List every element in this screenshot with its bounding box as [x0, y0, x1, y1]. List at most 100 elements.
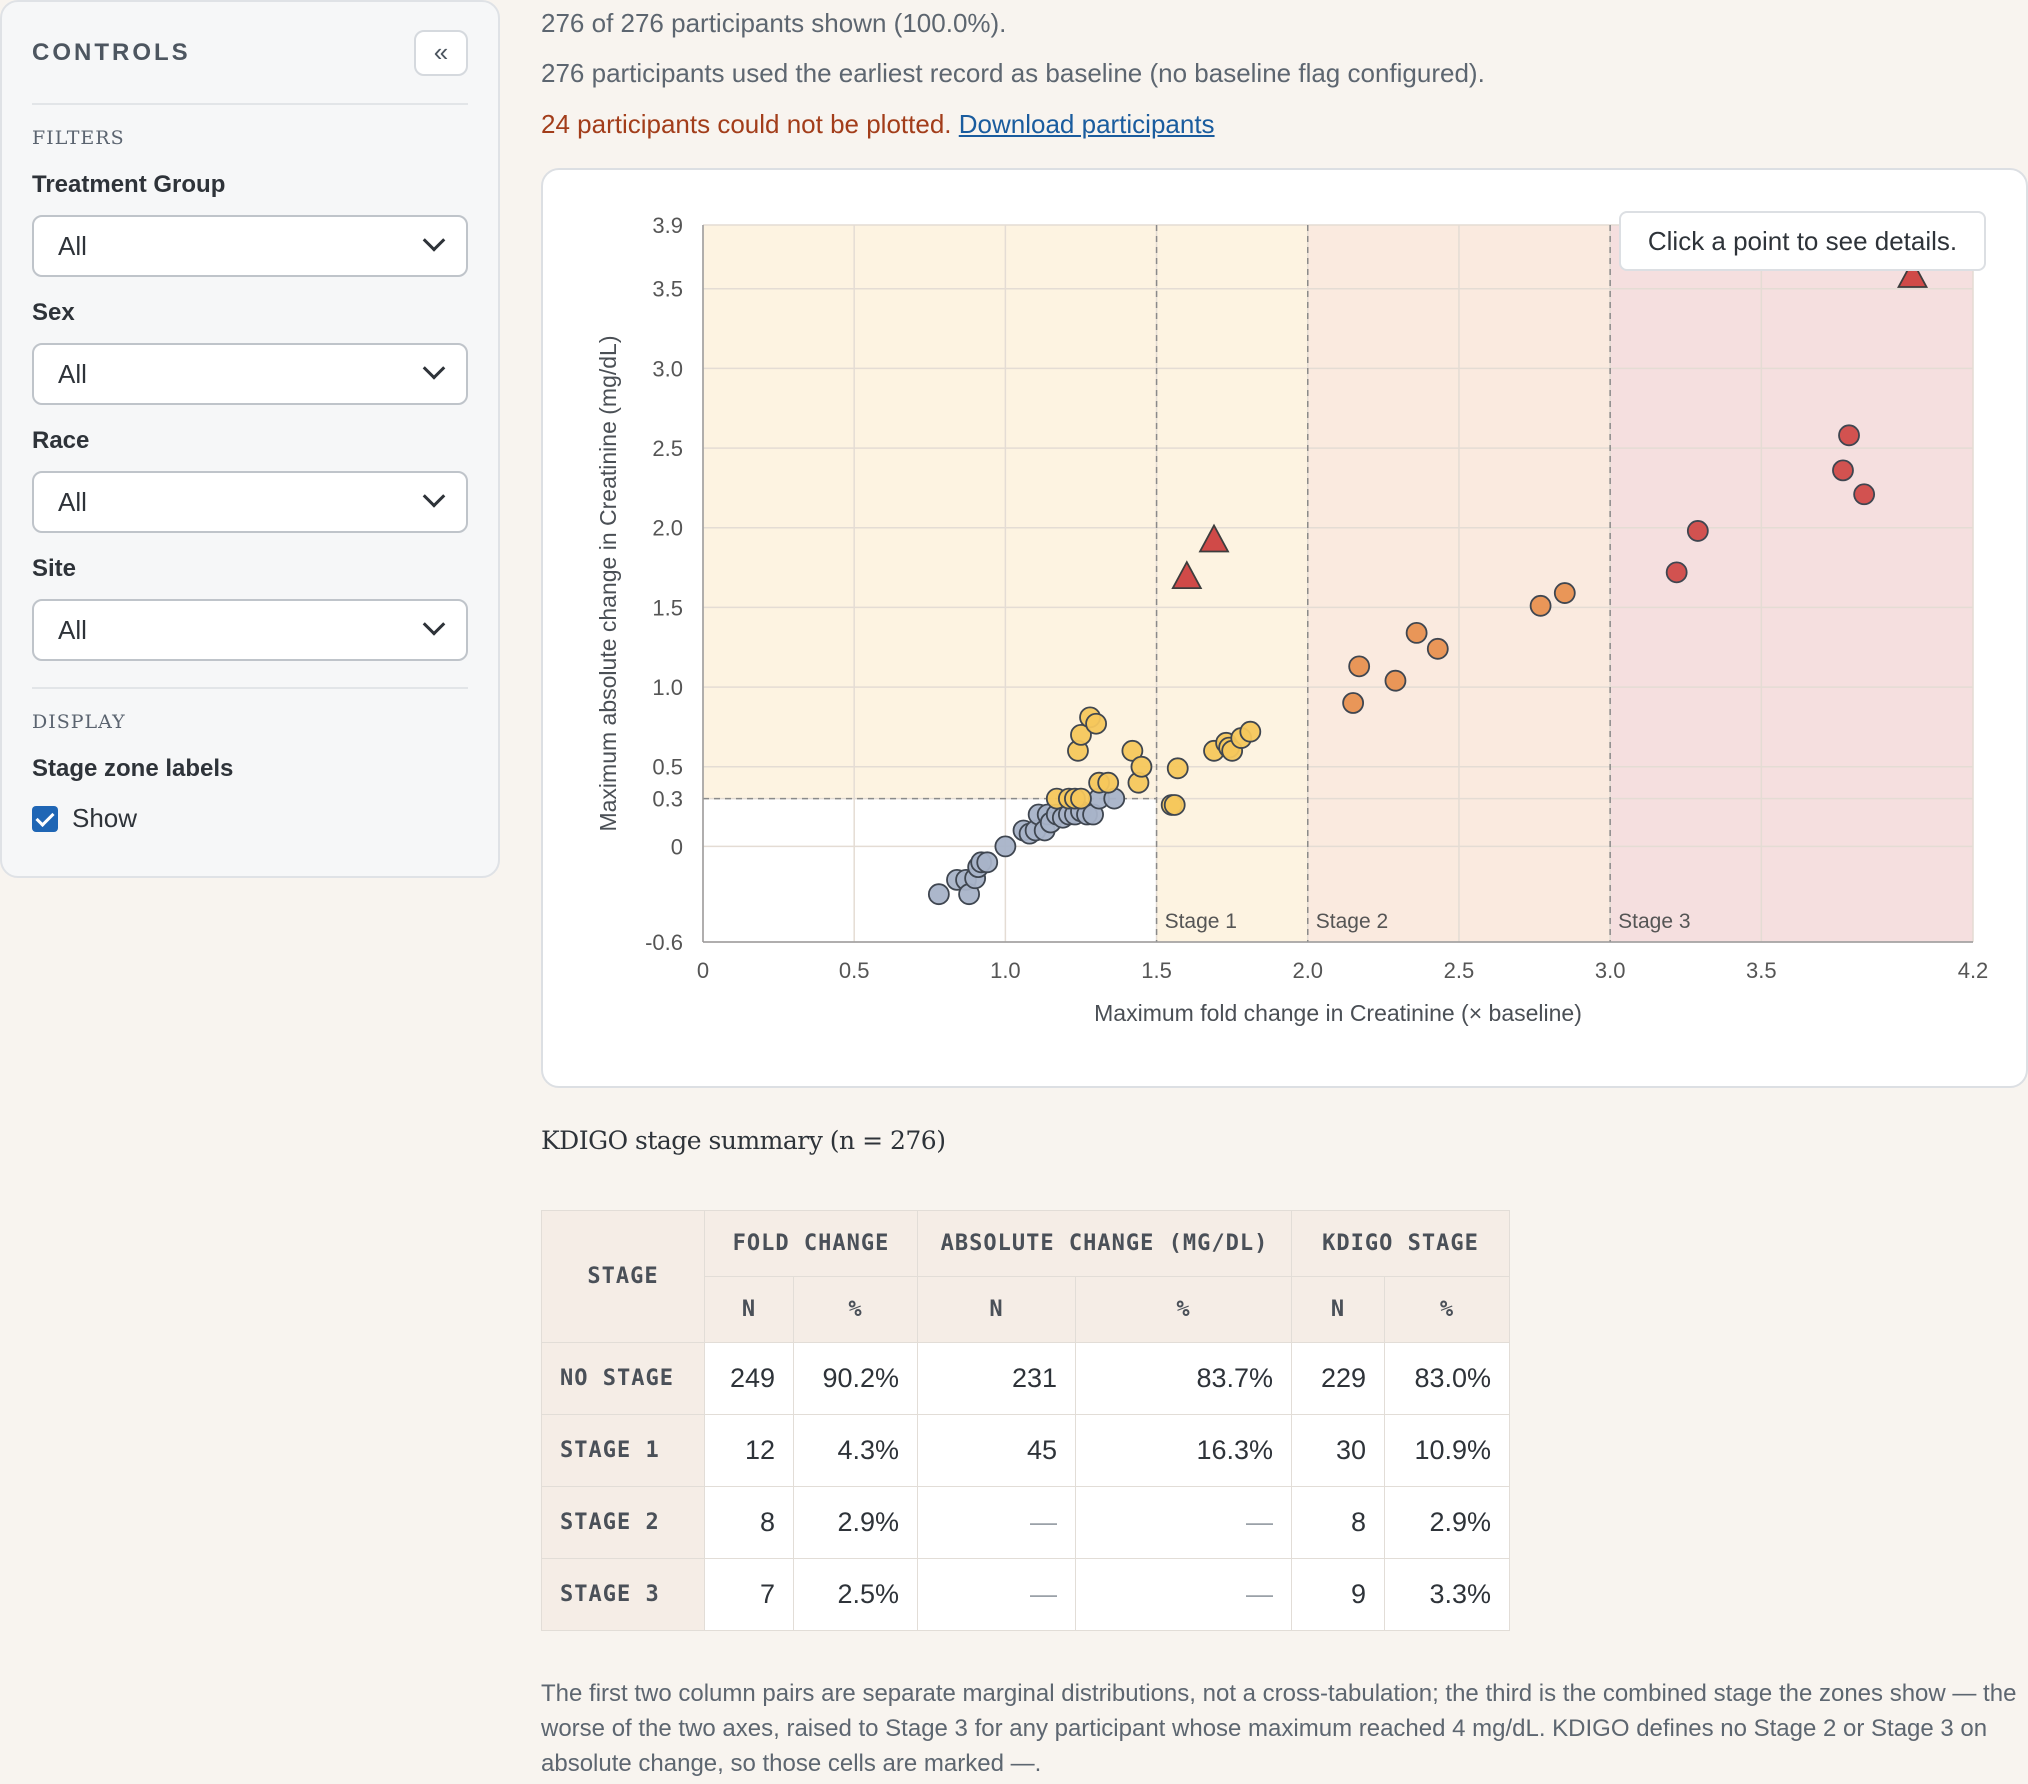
y-tick-label: -0.6	[645, 930, 683, 955]
x-tick-label: 0	[697, 958, 709, 983]
data-point	[1686, 520, 1709, 542]
table-row: STAGE 1 12 4.3% 45 16.3% 30 10.9%	[541, 1414, 1510, 1487]
fold-n-cell: 7	[704, 1558, 794, 1631]
data-point	[1166, 757, 1189, 780]
x-axis-title: Maximum fold change in Creatinine (× bas…	[1094, 1000, 1582, 1026]
x-tick-label: 4.2	[1958, 958, 1989, 983]
abs-pct-cell: —	[1075, 1558, 1292, 1631]
y-tick-label: 0.3	[652, 787, 683, 812]
kdigo-summary-table: STAGE FOLD CHANGE ABSOLUTE CHANGE (MG/DL…	[541, 1210, 1510, 1631]
chevron-down-icon	[422, 229, 446, 252]
stage-labels-toggle[interactable]: Show	[32, 803, 468, 834]
y-axis-title: Maximum absolute change in Creatinine (m…	[595, 335, 621, 831]
abs-n-cell: —	[917, 1558, 1076, 1631]
data-point	[927, 883, 950, 906]
abs-pct-cell: —	[1075, 1486, 1292, 1559]
x-tick-label: 3.0	[1595, 958, 1626, 983]
unplotted-text: 24 participants could not be plotted.	[541, 109, 952, 139]
race-label: Race	[32, 427, 90, 454]
row-stage: STAGE 2	[541, 1486, 705, 1559]
display-heading: DISPLAY	[32, 711, 126, 733]
data-point	[1239, 720, 1262, 743]
data-point	[1070, 787, 1092, 810]
baseline-info-text: 276 participants used the earliest recor…	[541, 58, 1485, 88]
stage-column-header: STAGE	[541, 1210, 705, 1343]
treatment-group-value: All	[58, 230, 87, 261]
fold-pct-cell: 90.2%	[793, 1342, 918, 1415]
data-point	[1070, 723, 1092, 746]
kdigo-n-cell: 30	[1291, 1414, 1385, 1487]
download-participants-link[interactable]: Download participants	[958, 109, 1215, 139]
kdigo-pct-cell: 3.3%	[1384, 1558, 1510, 1631]
site-select[interactable]: All	[32, 599, 468, 661]
chart-card: Stage 1 Stage 2 Stage 3 0 0.5 1.0 1.5 2.0 2.5 3.0…	[541, 168, 2028, 1088]
table-row: STAGE 3 7 2.5% — — 9 3.3%	[541, 1558, 1510, 1631]
abs-n-header: N	[917, 1276, 1076, 1343]
treatment-group-select[interactable]: All	[32, 215, 468, 277]
chevron-down-icon	[422, 485, 446, 508]
abs-pct-cell: 83.7%	[1075, 1342, 1292, 1415]
fold-pct-header: %	[793, 1276, 918, 1343]
chart-tooltip: Click a point to see details.	[1619, 211, 1986, 271]
fold-n-cell: 8	[704, 1486, 794, 1559]
x-tick-label: 0.5	[839, 958, 870, 983]
y-tick-label: 0	[671, 834, 683, 859]
y-tick-label: 3.9	[652, 213, 683, 238]
data-point-triangle	[1897, 259, 1929, 288]
fold-n-header: N	[704, 1276, 794, 1343]
filters-heading: FILTERS	[32, 127, 125, 149]
y-tick-label: 3.0	[652, 356, 683, 381]
data-point	[1853, 483, 1876, 506]
collapse-sidebar-button[interactable]: «	[414, 29, 468, 76]
data-point-triangle	[1171, 560, 1203, 590]
abs-pct-header: %	[1075, 1276, 1292, 1343]
data-point	[1529, 594, 1552, 617]
race-select[interactable]: All	[32, 471, 468, 533]
chevron-down-icon	[422, 357, 446, 380]
sidebar-title: CONTROLS	[32, 38, 191, 66]
y-tick-label: 0.5	[652, 755, 683, 780]
table-row: NO STAGE 249 90.2% 231 83.7% 229 83.0%	[541, 1342, 1510, 1415]
y-tick-label: 2.5	[652, 436, 683, 461]
absolute-change-header: ABSOLUTE CHANGE (MG/DL)	[917, 1210, 1292, 1277]
show-checkbox[interactable]	[32, 805, 58, 832]
y-tick-label: 1.0	[652, 675, 683, 700]
data-point	[1832, 459, 1854, 482]
y-tick-label: 3.5	[652, 277, 683, 302]
x-tick-label: 1.5	[1141, 958, 1172, 983]
data-point	[976, 851, 999, 874]
controls-sidebar: CONTROLS « FILTERS Treatment Group All S…	[0, 0, 500, 878]
zone-label: Stage 3	[1618, 910, 1690, 933]
data-point	[1342, 692, 1365, 714]
data-point	[1097, 771, 1120, 794]
fold-change-header: FOLD CHANGE	[704, 1210, 918, 1277]
zone-stage-3-bg	[1610, 225, 1973, 942]
fold-pct-cell: 2.5%	[793, 1558, 918, 1631]
fold-n-cell: 249	[704, 1342, 794, 1415]
kdigo-pct-cell: 83.0%	[1384, 1342, 1510, 1415]
data-point	[1553, 582, 1576, 604]
zone-label: Stage 2	[1316, 910, 1388, 933]
row-stage: STAGE 1	[541, 1414, 705, 1487]
abs-pct-cell: 16.3%	[1075, 1414, 1292, 1487]
x-tick-label: 3.5	[1746, 958, 1777, 983]
kdigo-n-cell: 8	[1291, 1486, 1385, 1559]
row-stage: NO STAGE	[541, 1342, 705, 1415]
abs-n-cell: 231	[917, 1342, 1076, 1415]
data-point	[1130, 755, 1153, 778]
kdigo-pct-header: %	[1384, 1276, 1510, 1343]
data-point	[1348, 655, 1371, 678]
data-point	[1838, 424, 1860, 447]
data-point	[1384, 669, 1407, 692]
data-point	[1665, 561, 1688, 584]
abs-n-cell: —	[917, 1486, 1076, 1559]
show-checkbox-label: Show	[72, 803, 138, 833]
sex-select[interactable]: All	[32, 343, 468, 405]
sidebar-header: CONTROLS «	[32, 2, 468, 105]
stage-zone-labels-title: Stage zone labels	[32, 755, 234, 782]
abs-n-cell: 45	[917, 1414, 1076, 1487]
data-point-triangle	[1198, 523, 1230, 553]
sex-label: Sex	[32, 299, 75, 326]
summary-note: The first two column pairs are separate …	[541, 1680, 2017, 1777]
x-tick-label: 1.0	[990, 958, 1021, 983]
